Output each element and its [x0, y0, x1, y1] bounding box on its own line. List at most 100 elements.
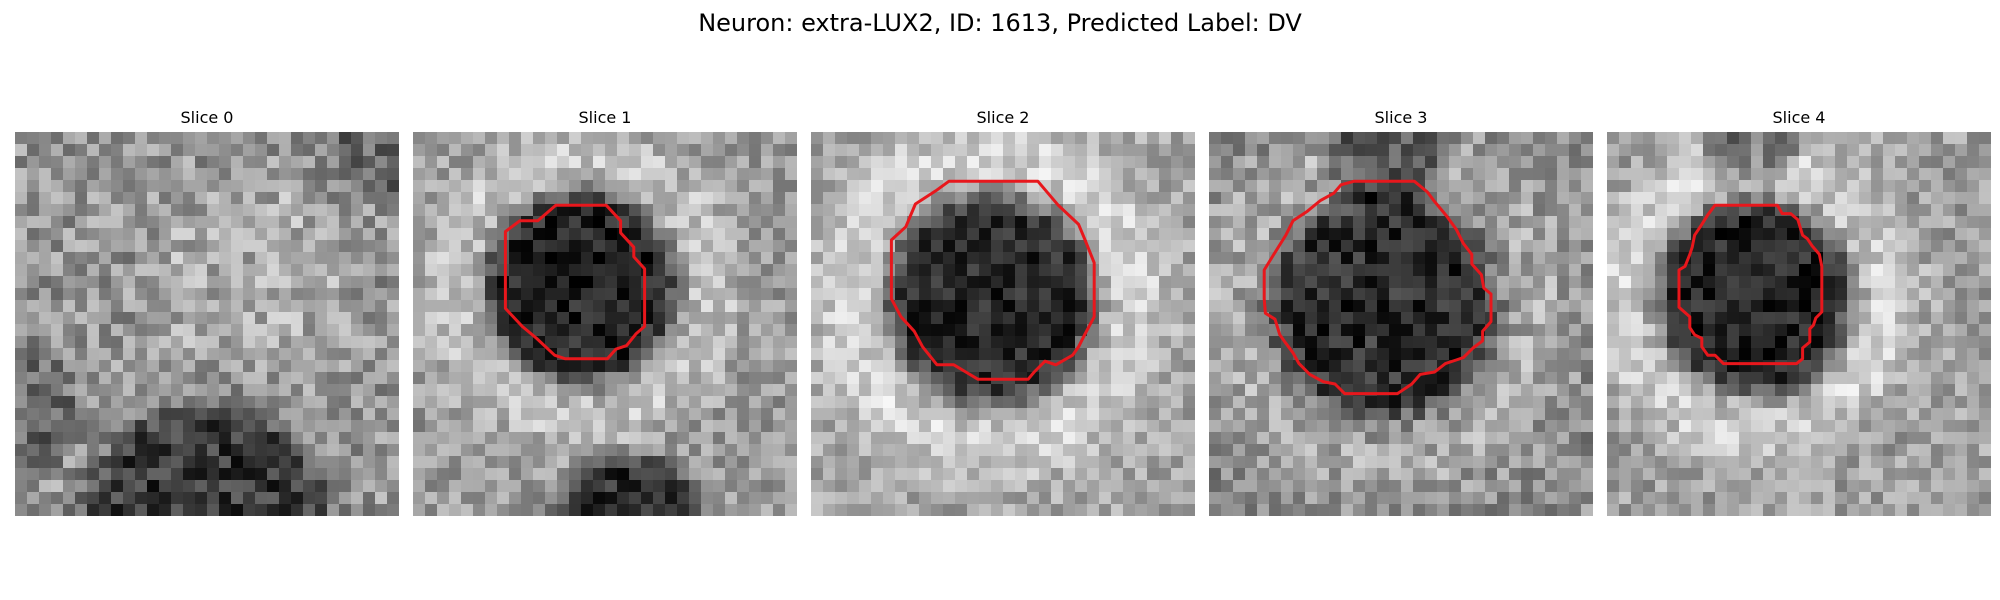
pixel [39, 324, 52, 337]
pixel [339, 396, 352, 409]
pixel [1763, 324, 1776, 337]
pixel [1715, 192, 1728, 205]
pixel [111, 192, 124, 205]
pixel [87, 432, 100, 445]
pixel [473, 336, 486, 349]
pixel [147, 204, 160, 217]
pixel [485, 276, 498, 289]
pixel [1967, 144, 1980, 157]
pixel [1003, 456, 1016, 469]
pixel [581, 132, 594, 145]
pixel [363, 324, 376, 337]
pixel [1099, 324, 1112, 337]
pixel [1521, 480, 1534, 493]
pixel [1823, 288, 1836, 301]
pixel [1931, 228, 1944, 241]
pixel [1967, 216, 1980, 229]
pixel [1159, 348, 1172, 361]
pixel [1835, 216, 1848, 229]
pixel [413, 192, 426, 205]
pixel [1317, 144, 1330, 157]
pixel [689, 276, 702, 289]
pixel [27, 420, 40, 433]
pixel [1655, 168, 1668, 181]
pixel [219, 168, 232, 181]
pixel [339, 468, 352, 481]
pixel [1147, 192, 1160, 205]
pixel [1679, 168, 1692, 181]
pixel [1051, 132, 1064, 145]
pixel [39, 144, 52, 157]
pixel [1823, 216, 1836, 229]
pixel [1135, 492, 1148, 505]
pixel [773, 456, 786, 469]
pixel [713, 396, 726, 409]
pixel [1461, 480, 1474, 493]
pixel [1715, 204, 1728, 217]
pixel [823, 264, 836, 277]
pixel [1171, 492, 1184, 505]
pixel [1727, 192, 1740, 205]
pixel [87, 156, 100, 169]
pixel [315, 408, 328, 421]
pixel [387, 144, 399, 157]
pixel [1545, 144, 1558, 157]
pixel [1545, 456, 1558, 469]
pixel [1497, 336, 1510, 349]
pixel [1871, 360, 1884, 373]
pixel [243, 492, 256, 505]
pixel [713, 156, 726, 169]
pixel [1763, 252, 1776, 265]
pixel [955, 264, 968, 277]
pixel [315, 312, 328, 325]
pixel [1293, 468, 1306, 481]
pixel [1907, 252, 1920, 265]
pixel [63, 168, 76, 181]
pixel [1365, 252, 1378, 265]
pixel [1497, 168, 1510, 181]
pixel [183, 252, 196, 265]
pixel [87, 372, 100, 385]
pixel [1955, 192, 1968, 205]
pixel [1895, 384, 1908, 397]
pixel [1967, 336, 1980, 349]
pixel [1111, 348, 1124, 361]
pixel [1943, 336, 1956, 349]
pixel [725, 420, 738, 433]
pixel [1509, 384, 1522, 397]
pixel [1691, 348, 1704, 361]
pixel [1847, 324, 1860, 337]
pixel [363, 264, 376, 277]
pixel [63, 420, 76, 433]
pixel [847, 228, 860, 241]
pixel [1039, 180, 1052, 193]
pixel [1413, 132, 1426, 145]
pixel [1027, 384, 1040, 397]
pixel [425, 144, 438, 157]
pixel [1509, 156, 1522, 169]
pixel [1497, 300, 1510, 313]
pixel [1183, 384, 1195, 397]
pixel [1919, 312, 1932, 325]
pixel [39, 504, 52, 516]
pixel [461, 456, 474, 469]
pixel [1835, 240, 1848, 253]
pixel [1521, 312, 1534, 325]
pixel [1643, 180, 1656, 193]
pixel [1569, 384, 1582, 397]
pixel [1329, 312, 1342, 325]
pixel [1449, 132, 1462, 145]
pixel [605, 132, 618, 145]
pixel [51, 276, 64, 289]
pixel [1787, 384, 1800, 397]
pixel [1763, 432, 1776, 445]
pixel [1437, 336, 1450, 349]
pixel [1545, 480, 1558, 493]
pixel [231, 264, 244, 277]
pixel [629, 240, 642, 253]
pixel [1027, 264, 1040, 277]
pixel [51, 156, 64, 169]
pixel [991, 324, 1004, 337]
pixel [1691, 180, 1704, 193]
pixel [1823, 132, 1836, 145]
